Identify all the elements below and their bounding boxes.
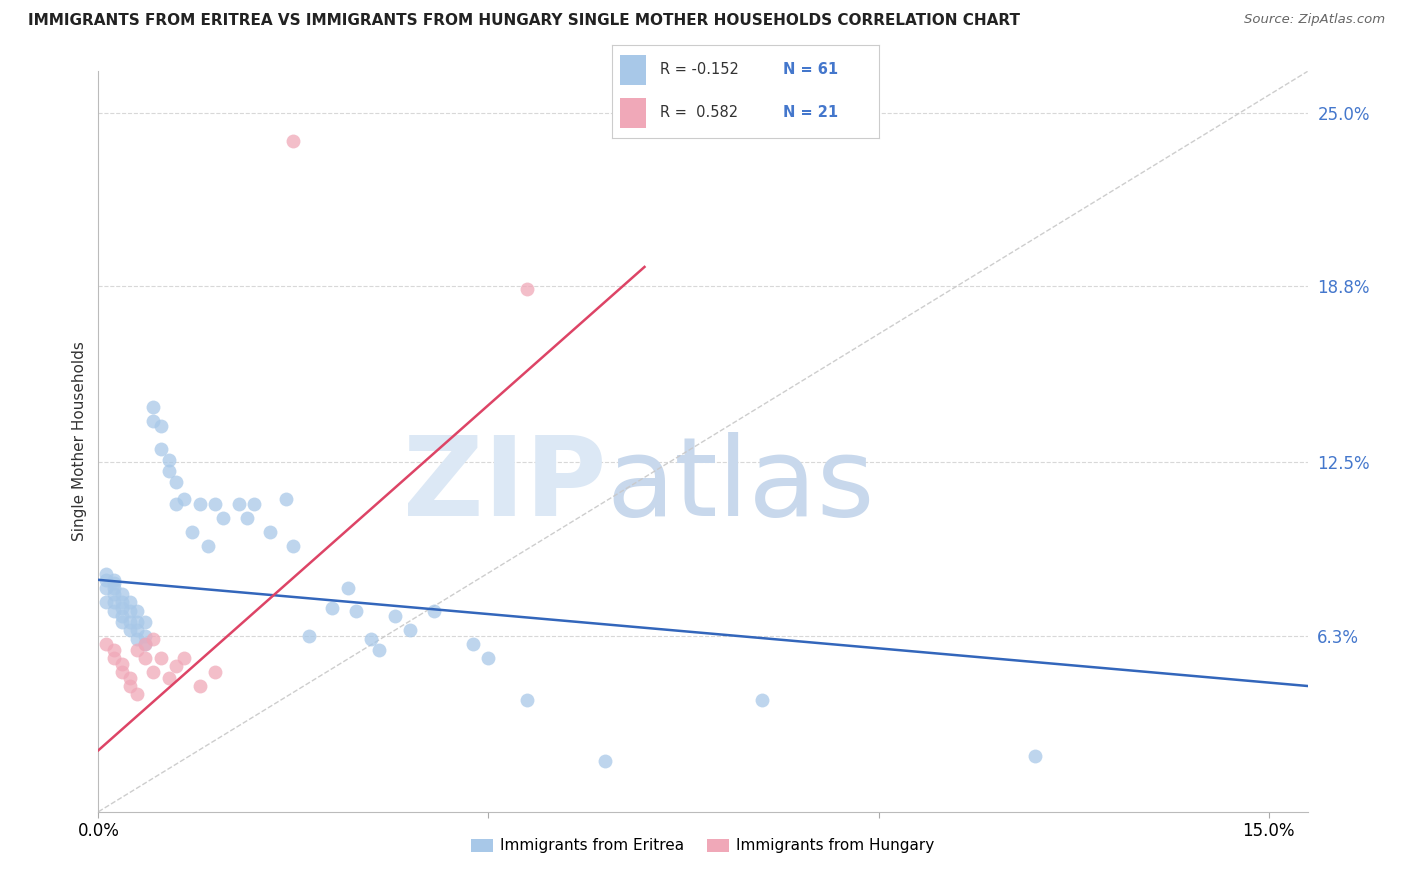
Point [516,693,538,707]
Point [103,573,125,587]
Point [516,282,538,296]
Point [118,603,141,617]
Point [283,539,305,553]
Point [134,629,156,643]
Point [274,491,297,506]
Point [204,665,226,679]
Legend: Immigrants from Eritrea, Immigrants from Hungary: Immigrants from Eritrea, Immigrants from… [465,832,941,860]
Point [157,452,180,467]
Point [96,595,118,609]
Point [134,651,156,665]
Point [235,511,257,525]
Point [134,637,156,651]
Point [344,603,367,617]
Point [149,419,172,434]
Point [423,603,446,617]
Point [461,637,484,651]
Point [127,687,149,701]
Point [127,603,149,617]
Point [103,575,125,590]
Text: R = -0.152: R = -0.152 [659,62,738,78]
Point [96,637,118,651]
Point [142,632,165,646]
Point [321,600,343,615]
Point [204,497,226,511]
Point [103,651,125,665]
Text: IMMIGRANTS FROM ERITREA VS IMMIGRANTS FROM HUNGARY SINGLE MOTHER HOUSEHOLDS CORR: IMMIGRANTS FROM ERITREA VS IMMIGRANTS FR… [28,13,1021,29]
Point [360,632,382,646]
Point [157,671,180,685]
Point [212,511,235,525]
Point [127,642,149,657]
Point [111,657,134,671]
Y-axis label: Single Mother Households: Single Mother Households [72,342,87,541]
Point [103,595,125,609]
Point [298,629,321,643]
Point [111,615,134,629]
Point [118,623,141,637]
Point [188,497,211,511]
Text: R =  0.582: R = 0.582 [659,105,738,120]
Point [165,497,187,511]
Point [149,442,172,456]
Point [142,414,165,428]
Point [103,642,125,657]
Point [96,567,118,582]
Point [384,609,406,624]
Point [111,609,134,624]
Point [142,400,165,414]
Bar [620,98,647,128]
Point [111,600,134,615]
Point [368,642,391,657]
Point [337,581,360,595]
Point [399,623,422,637]
Point [173,651,195,665]
Point [118,671,141,685]
Point [157,464,180,478]
Point [197,539,219,553]
Point [477,651,499,665]
Point [103,581,125,595]
Point [103,603,125,617]
Point [96,573,118,587]
Point [134,615,156,629]
Point [243,497,266,511]
Point [118,679,141,693]
Point [165,659,187,673]
Point [165,475,187,489]
Text: atlas: atlas [606,433,875,540]
Text: Source: ZipAtlas.com: Source: ZipAtlas.com [1244,13,1385,27]
Point [149,651,172,665]
Point [259,525,281,540]
Text: N = 61: N = 61 [783,62,838,78]
Text: ZIP: ZIP [404,433,606,540]
Point [228,497,250,511]
Point [751,693,773,707]
Point [1024,748,1046,763]
Point [118,615,141,629]
Point [595,755,617,769]
Point [96,581,118,595]
Point [111,595,134,609]
Point [173,491,195,506]
Point [127,623,149,637]
Point [188,679,211,693]
Point [142,665,165,679]
Point [127,632,149,646]
Point [181,525,204,540]
Bar [620,55,647,85]
Point [103,587,125,601]
Text: N = 21: N = 21 [783,105,838,120]
Point [134,637,156,651]
Point [111,587,134,601]
Point [127,615,149,629]
Point [118,595,141,609]
Point [111,665,134,679]
Point [283,134,305,148]
